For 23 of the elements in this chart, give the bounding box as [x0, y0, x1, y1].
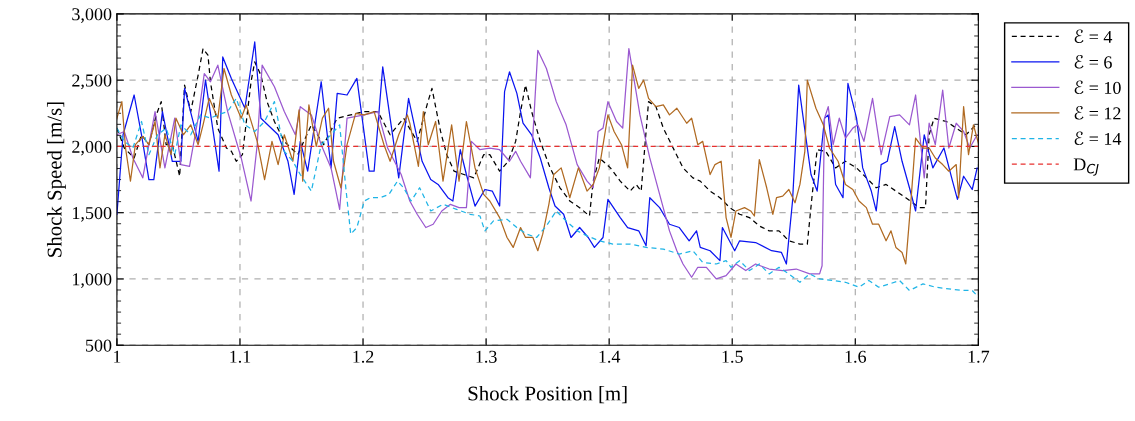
x-tick-label: 1.3	[476, 350, 497, 363]
x-tick-label: 1	[113, 350, 121, 363]
y-tick-label: 2,000	[72, 140, 112, 156]
x-tick-label: 1.7	[968, 350, 990, 363]
x-tick-label: 1.6	[845, 350, 867, 363]
legend-label: ℰ = 14	[1074, 131, 1122, 146]
legend-label: D$_{CJ}$	[1073, 158, 1099, 176]
x-tick-label: 1.2	[353, 350, 374, 363]
y-tick-label: 1,000	[73, 273, 112, 288]
y-tick-label: 3,000	[72, 8, 112, 23]
y-tick-label: 2,500	[72, 74, 112, 90]
x-tick-label: 1.4	[599, 350, 621, 363]
x-tick-label: 1.1	[230, 350, 251, 363]
line-series	[116, 97, 979, 298]
y-tick-label: 1,500	[73, 206, 112, 222]
x-axis-title: Shock Position [m]	[468, 385, 627, 404]
legend-label: ℰ = 12	[1074, 105, 1121, 120]
y-axis-title: Shock Speed [m/s]	[46, 102, 66, 257]
y-tick-label: 500	[86, 339, 112, 352]
legend-label: ℰ = 10	[1074, 80, 1121, 95]
legend-label: ℰ = 6	[1074, 54, 1112, 69]
x-tick-label: 1.5	[722, 350, 743, 363]
legend-label: ℰ = 4	[1074, 29, 1113, 44]
